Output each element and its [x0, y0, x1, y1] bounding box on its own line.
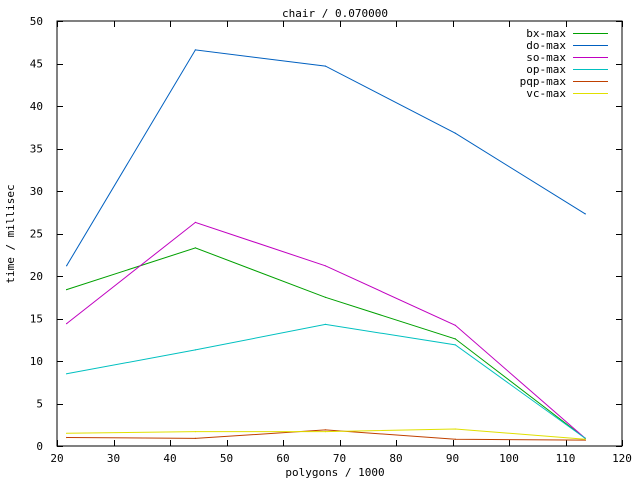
data-point-do-max — [324, 65, 326, 67]
y-tick-label: 50 — [30, 15, 43, 28]
data-point-op-max — [324, 323, 326, 325]
data-point-do-max — [454, 132, 456, 134]
data-point-so-max — [194, 221, 196, 223]
data-point-vc-max — [324, 431, 326, 433]
legend-label-op-max: op-max — [526, 63, 566, 76]
data-point-pqp-max — [324, 429, 326, 431]
data-point-do-max — [584, 213, 586, 215]
data-point-bx-max — [66, 289, 68, 291]
data-point-op-max — [454, 344, 456, 346]
legend-label-do-max: do-max — [526, 39, 566, 52]
data-point-vc-max — [66, 432, 68, 434]
legend-label-bx-max: bx-max — [526, 27, 566, 40]
chart-title: chair / 0.070000 — [282, 7, 388, 20]
axes: 20 30 40 50 60 70 80 90 100 110 120 0 5 10 15 20 25 30 35 4… — [30, 15, 632, 465]
data-point-so-max — [324, 265, 326, 267]
data-point-op-max — [66, 373, 68, 375]
y-tick-label: 15 — [30, 313, 43, 326]
data-point-so-max — [454, 324, 456, 326]
x-tick-label: 40 — [163, 452, 176, 465]
data-point-do-max — [194, 49, 196, 51]
data-point-pqp-max — [194, 437, 196, 439]
y-tick-label: 10 — [30, 355, 43, 368]
data-point-pqp-max — [66, 436, 68, 439]
data-point-vc-max — [454, 428, 456, 430]
legend-label-so-max: so-max — [526, 51, 566, 64]
x-tick-label: 70 — [333, 452, 346, 465]
x-tick-label: 30 — [107, 452, 120, 465]
y-tick-label: 35 — [30, 143, 43, 156]
x-tick-label: 80 — [389, 452, 402, 465]
data-point-op-max — [194, 349, 196, 351]
data-point-vc-max — [584, 438, 586, 440]
legend-label-pqp-max: pqp-max — [520, 75, 567, 88]
data-point-bx-max — [324, 296, 326, 298]
x-tick-label: 120 — [612, 452, 632, 465]
y-tick-label: 45 — [30, 58, 43, 71]
y-tick-label: 25 — [30, 228, 43, 241]
plot-border — [56, 20, 623, 447]
data-point-pqp-max — [454, 438, 456, 440]
data-point-bx-max — [454, 338, 456, 340]
y-tick-label: 40 — [30, 100, 43, 113]
data-point-so-max — [66, 323, 68, 325]
x-tick-label: 50 — [220, 452, 233, 465]
y-axis-title: time / millisec — [4, 184, 17, 283]
data-point-vc-max — [194, 431, 196, 433]
legend-label-vc-max: vc-max — [526, 87, 566, 100]
series-layer — [66, 49, 586, 441]
data-point-do-max — [66, 265, 68, 267]
x-tick-label: 90 — [446, 452, 459, 465]
x-tick-label: 60 — [276, 452, 289, 465]
y-tick-label: 0 — [36, 440, 43, 453]
data-point-bx-max — [194, 247, 196, 249]
y-tick-label: 5 — [36, 398, 43, 411]
x-tick-label: 110 — [556, 452, 576, 465]
x-tick-label: 20 — [50, 452, 63, 465]
y-tick-label: 20 — [30, 270, 43, 283]
y-tick-label: 30 — [30, 185, 43, 198]
data-point-pqp-max — [584, 439, 586, 441]
x-axis-title: polygons / 1000 — [285, 466, 384, 479]
x-tick-label: 100 — [499, 452, 519, 465]
